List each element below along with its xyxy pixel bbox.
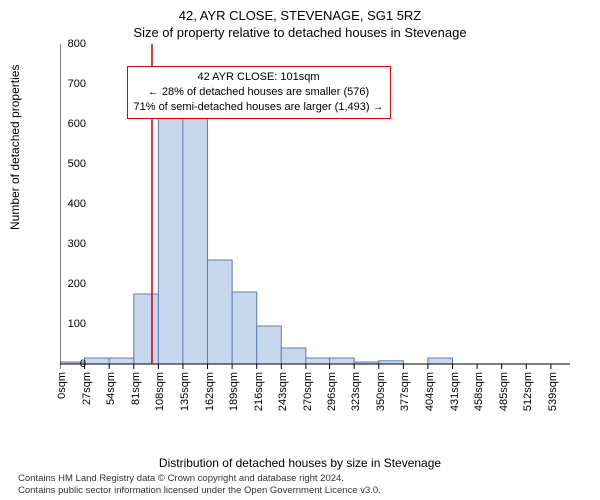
y-tick-label: 600 [68,118,86,130]
x-tick-label: 243sqm [277,372,289,411]
y-tick-label: 800 [68,38,86,50]
x-tick-label: 135sqm [179,372,191,411]
x-tick-label: 512sqm [522,372,534,411]
x-tick-label: 485sqm [498,372,510,411]
annotation-line1: 42 AYR CLOSE: 101sqm [133,70,383,85]
x-tick-label: 189sqm [228,372,240,411]
page-title-subtitle: Size of property relative to detached ho… [0,23,600,40]
x-tick-label: 216sqm [253,372,265,411]
x-tick-label: 54sqm [105,372,117,405]
plot-area: 42 AYR CLOSE: 101sqm ← 28% of detached h… [60,44,570,414]
annotation-box: 42 AYR CLOSE: 101sqm ← 28% of detached h… [126,66,390,119]
annotation-line2: ← 28% of detached houses are smaller (57… [133,85,383,100]
x-tick-label: 323sqm [350,372,362,411]
y-tick-label: 200 [68,278,86,290]
x-tick-label: 108sqm [154,372,166,411]
footer-line2: Contains public sector information licen… [18,485,381,497]
footer-attribution: Contains HM Land Registry data © Crown c… [18,473,381,497]
footer-line1: Contains HM Land Registry data © Crown c… [18,473,381,485]
x-tick-label: 377sqm [399,372,411,411]
page-title-address: 42, AYR CLOSE, STEVENAGE, SG1 5RZ [0,0,600,23]
x-tick-label: 27sqm [81,372,93,405]
x-tick-label: 350sqm [375,372,387,411]
y-tick-label: 0 [80,358,86,370]
y-tick-label: 500 [68,158,86,170]
x-tick-label: 270sqm [302,372,314,411]
annotation-line3: 71% of semi-detached houses are larger (… [133,100,383,115]
x-tick-label: 458sqm [473,372,485,411]
x-axis-label: Distribution of detached houses by size … [0,456,600,470]
y-tick-label: 700 [68,78,86,90]
y-tick-label: 100 [68,318,86,330]
x-tick-label: 81sqm [130,372,142,405]
x-tick-label: 404sqm [424,372,436,411]
x-tick-label: 0sqm [56,372,68,399]
y-tick-label: 400 [68,198,86,210]
x-tick-label: 162sqm [204,372,216,411]
x-tick-label: 539sqm [547,372,559,411]
x-tick-label: 296sqm [326,372,338,411]
x-tick-label: 431sqm [449,372,461,411]
y-axis-label: Number of detached properties [8,65,22,230]
y-tick-label: 300 [68,238,86,250]
